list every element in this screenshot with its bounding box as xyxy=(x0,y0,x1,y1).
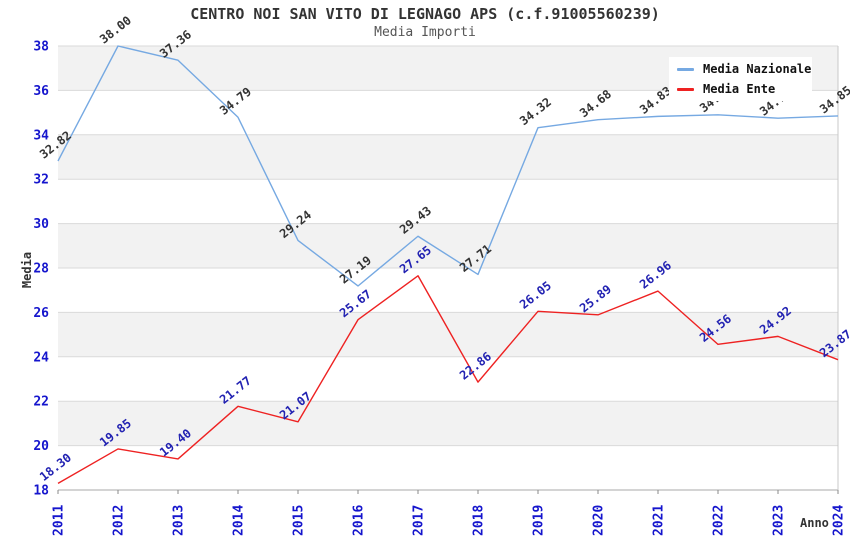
x-axis-tick-label: 2017 xyxy=(412,505,427,536)
data-label: 34.32 xyxy=(517,95,554,128)
x-axis-title: Anno xyxy=(800,516,829,530)
x-axis-tick-label: 2015 xyxy=(292,505,307,536)
legend-swatch-media-nazionale-icon xyxy=(677,67,694,71)
chart-title: CENTRO NOI SAN VITO DI LEGNAGO APS (c.f.… xyxy=(190,5,660,23)
y-axis-tick-label: 28 xyxy=(33,262,49,277)
y-axis-tick-label: 24 xyxy=(33,350,49,365)
chart-subtitle: Media Importi xyxy=(374,25,476,40)
y-axis-tick-label: 32 xyxy=(33,173,49,188)
x-axis-tick-label: 2013 xyxy=(172,505,187,536)
y-axis-tick-label: 18 xyxy=(33,484,49,499)
x-axis-tick-label: 2023 xyxy=(772,505,787,536)
data-label: 26.05 xyxy=(517,279,554,312)
legend-label: Media Nazionale xyxy=(703,62,812,76)
y-axis-tick-label: 30 xyxy=(33,217,49,232)
y-axis-tick-label: 26 xyxy=(33,306,49,321)
legend-item-media-nazionale: Media Nazionale xyxy=(677,62,812,76)
series-line-media-nazionale xyxy=(57,45,839,287)
y-axis-title: Media xyxy=(20,251,34,289)
plot-band xyxy=(58,223,838,268)
plot-band xyxy=(58,401,838,446)
y-axis-tick-label: 20 xyxy=(33,439,49,454)
x-axis-tick-label: 2019 xyxy=(532,505,547,536)
x-axis-tick-label: 2014 xyxy=(232,505,247,536)
x-axis-tick-label: 2022 xyxy=(712,505,727,536)
x-axis-tick-label: 2011 xyxy=(52,505,67,536)
x-axis-tick-label: 2016 xyxy=(352,505,367,536)
legend-item-media-ente: Media Ente xyxy=(677,82,812,96)
x-axis-tick-label: 2012 xyxy=(112,505,127,536)
y-axis-tick-label: 36 xyxy=(33,84,49,99)
x-axis-tick-label: 2021 xyxy=(652,505,667,536)
legend: Media Nazionale Media Ente xyxy=(669,57,812,101)
legend-label: Media Ente xyxy=(703,82,776,96)
y-axis-tick-label: 38 xyxy=(33,40,49,55)
x-axis-tick-label: 2024 xyxy=(832,505,847,536)
y-axis-tick-label: 22 xyxy=(33,395,49,410)
series-line-media-ente xyxy=(57,275,839,484)
legend-swatch-media-ente-icon xyxy=(677,87,694,91)
plot-band xyxy=(58,134,838,180)
data-label: 34.68 xyxy=(577,87,614,120)
y-axis-tick-label: 34 xyxy=(33,128,49,143)
x-axis-tick-label: 2020 xyxy=(592,505,607,536)
data-label: 18.30 xyxy=(37,451,74,484)
x-axis-tick-label: 2018 xyxy=(472,505,487,536)
